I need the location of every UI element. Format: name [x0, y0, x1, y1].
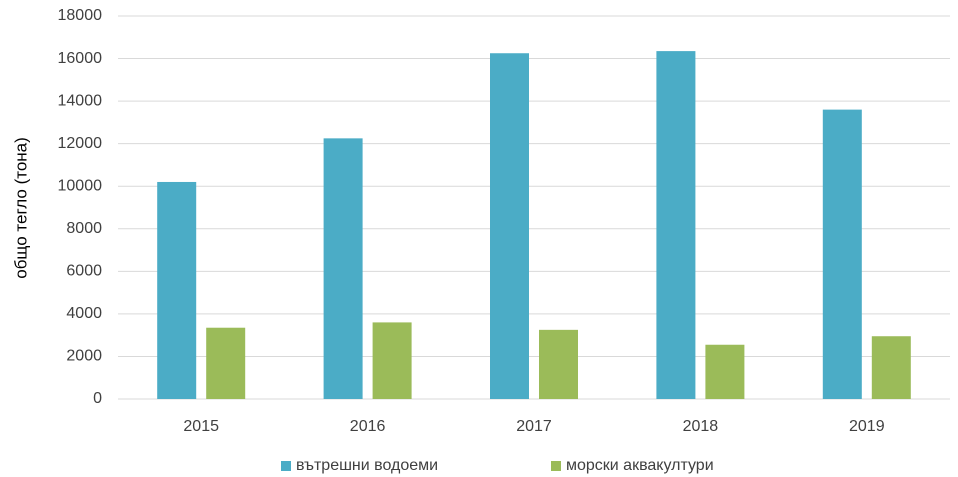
bar [656, 51, 696, 399]
y-tick-label: 10000 [58, 177, 103, 194]
x-tick-label: 2019 [849, 418, 885, 435]
x-tick-label: 2017 [516, 418, 552, 435]
legend-label: вътрешни водоеми [296, 457, 438, 474]
bar [490, 53, 529, 399]
y-tick-label: 2000 [66, 348, 102, 365]
bar [705, 344, 745, 399]
bar [323, 138, 363, 399]
legend-swatch [281, 461, 291, 471]
y-tick-label: 8000 [66, 220, 102, 237]
legend-label: морски аквакултури [566, 457, 714, 474]
x-tick-label: 2016 [350, 418, 386, 435]
y-tick-label: 4000 [66, 305, 102, 322]
bar [539, 329, 578, 399]
bar [871, 336, 911, 399]
bar [157, 181, 197, 399]
bar [206, 327, 246, 399]
y-axis-label: общо тегло (тона) [11, 137, 30, 279]
bar [822, 109, 862, 399]
y-tick-label: 12000 [58, 135, 103, 152]
x-tick-label: 2018 [683, 418, 719, 435]
y-tick-label: 16000 [58, 50, 103, 67]
y-tick-label: 14000 [58, 92, 103, 109]
x-tick-label: 2015 [183, 418, 219, 435]
bar [372, 322, 412, 399]
y-tick-label: 6000 [66, 263, 102, 280]
y-tick-label: 18000 [58, 7, 103, 24]
y-tick-label: 0 [93, 390, 102, 407]
legend-swatch [551, 461, 561, 471]
